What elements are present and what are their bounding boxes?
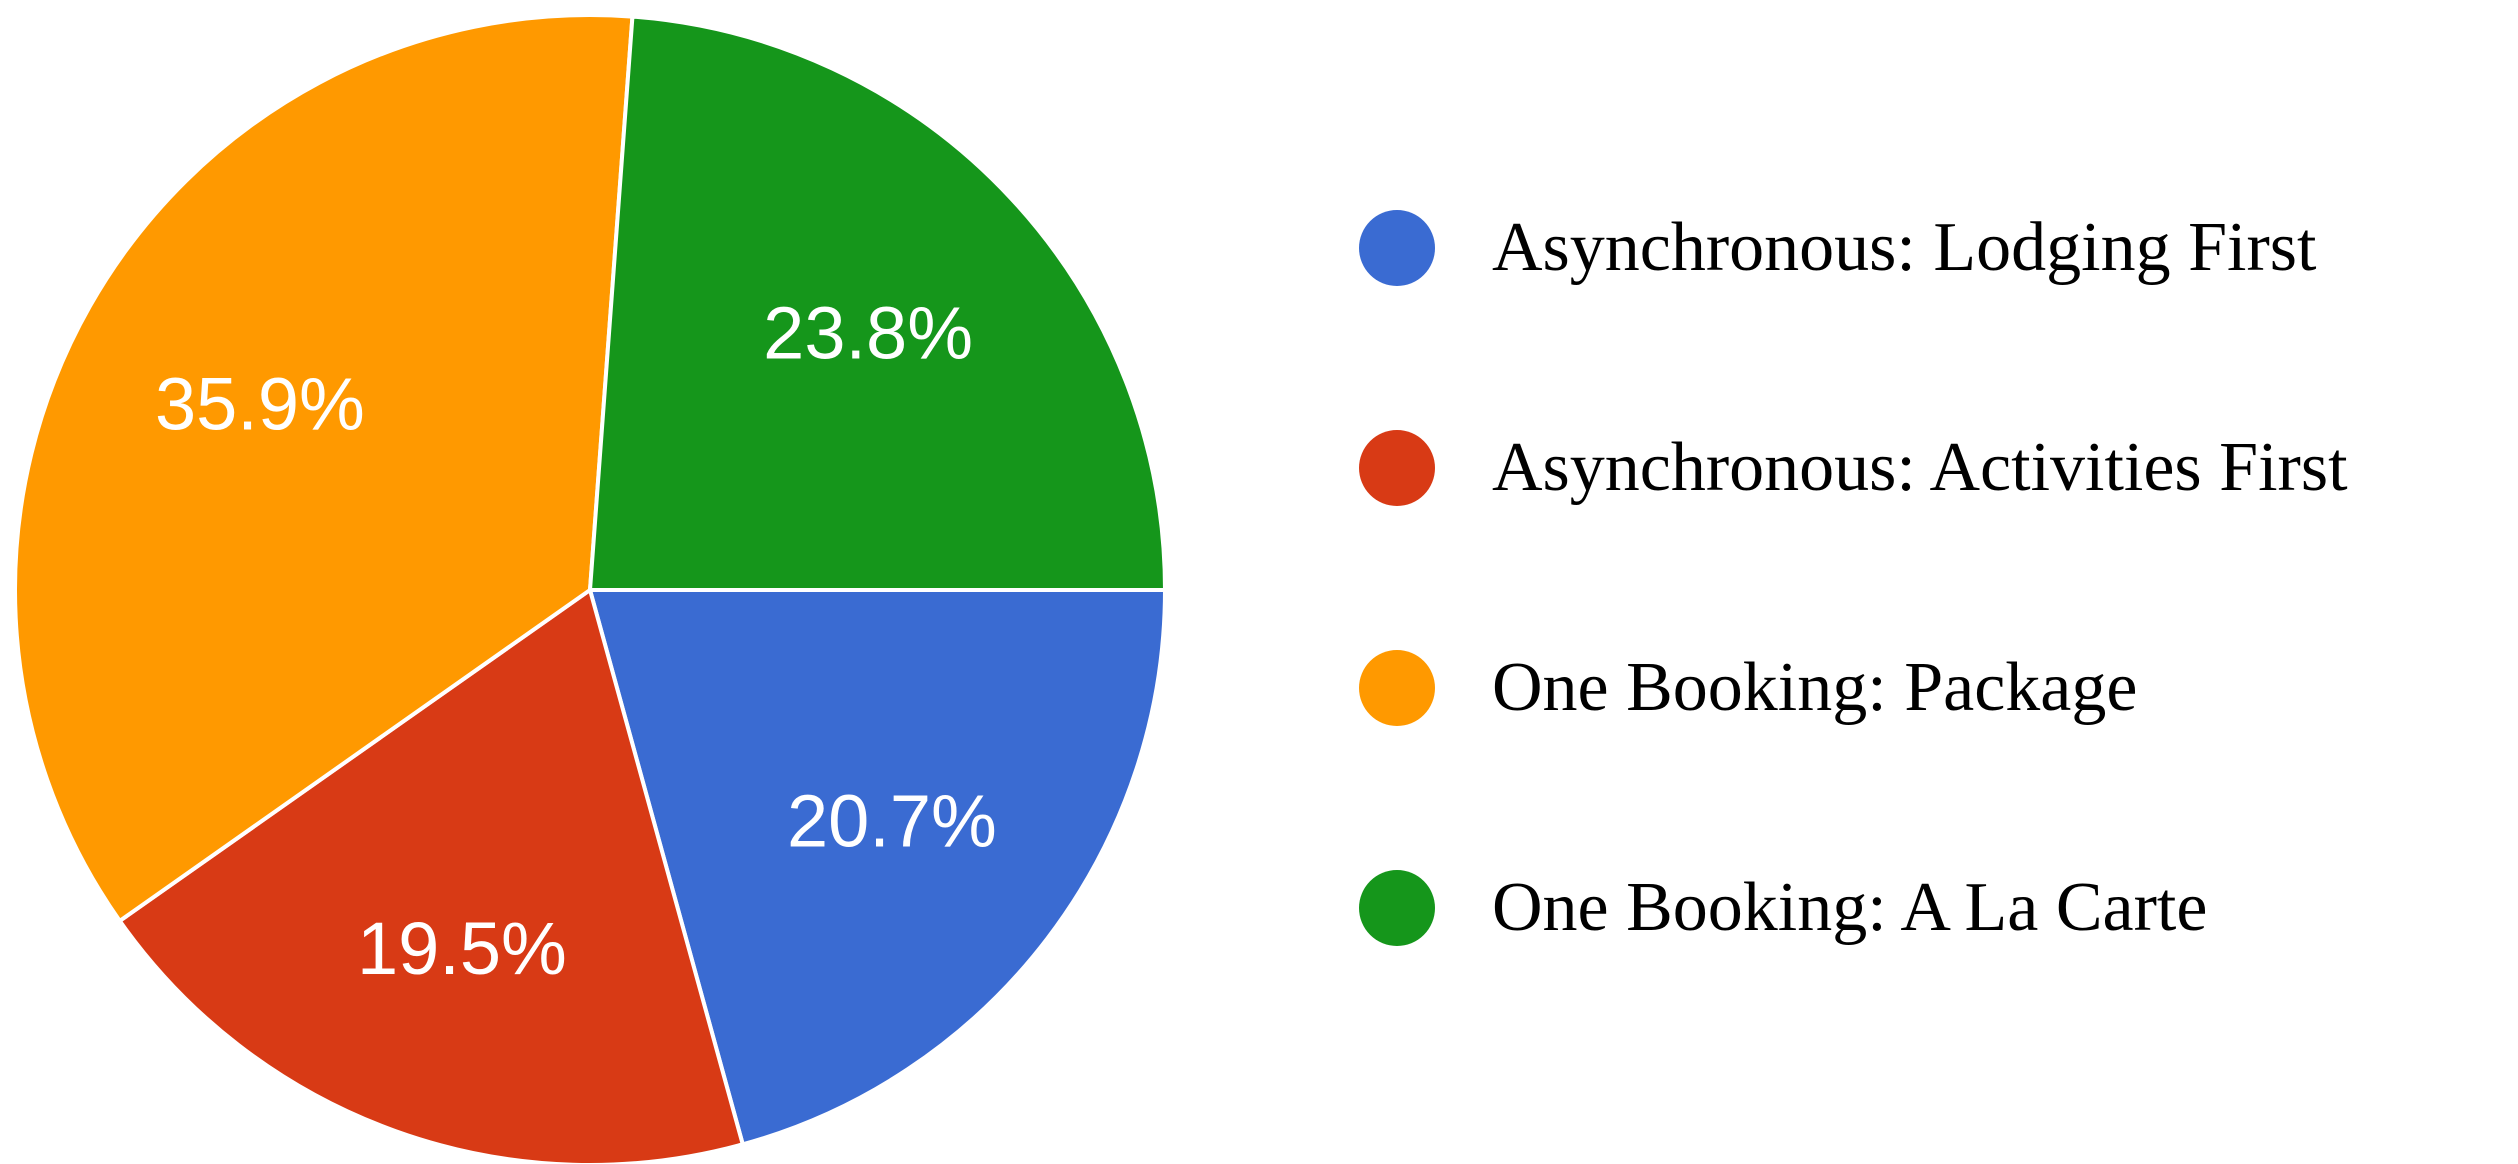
pie-slice-1 — [117, 588, 745, 1164]
pie-slice-label: 23.8% — [763, 291, 973, 374]
pie-slice-label: 19.5% — [357, 907, 567, 990]
pie-slice-2 — [13, 13, 635, 923]
pie-slice-3 — [588, 14, 1167, 592]
pie-slice-label: 35.9% — [155, 362, 365, 445]
pie-chart: 20.7% 19.5% 35.9% 23.8% — [13, 13, 1167, 1164]
legend-item-2: One Booking: Package — [1359, 578, 2348, 798]
legend-color-dot-icon — [1359, 210, 1435, 286]
legend-color-dot-icon — [1359, 870, 1435, 946]
legend-item-label: Asynchronous: Activities First — [1492, 429, 2348, 506]
legend-item-1: Asynchronous: Activities First — [1359, 358, 2348, 578]
legend-item-label: One Booking: A La Carte — [1492, 869, 2208, 946]
legend-color-dot-icon — [1359, 430, 1435, 506]
legend-item-0: Asynchronous: Lodging First — [1359, 138, 2348, 358]
legend-item-label: One Booking: Package — [1492, 649, 2138, 726]
legend-color-dot-icon — [1359, 650, 1435, 726]
pie-slice-0 — [588, 588, 1167, 1147]
legend-item-label: Asynchronous: Lodging First — [1492, 209, 2317, 286]
pie-slice-label: 20.7% — [787, 780, 997, 863]
chart-legend: Asynchronous: Lodging First Asynchronous:… — [1359, 138, 2348, 1018]
legend-item-3: One Booking: A La Carte — [1359, 798, 2348, 1018]
